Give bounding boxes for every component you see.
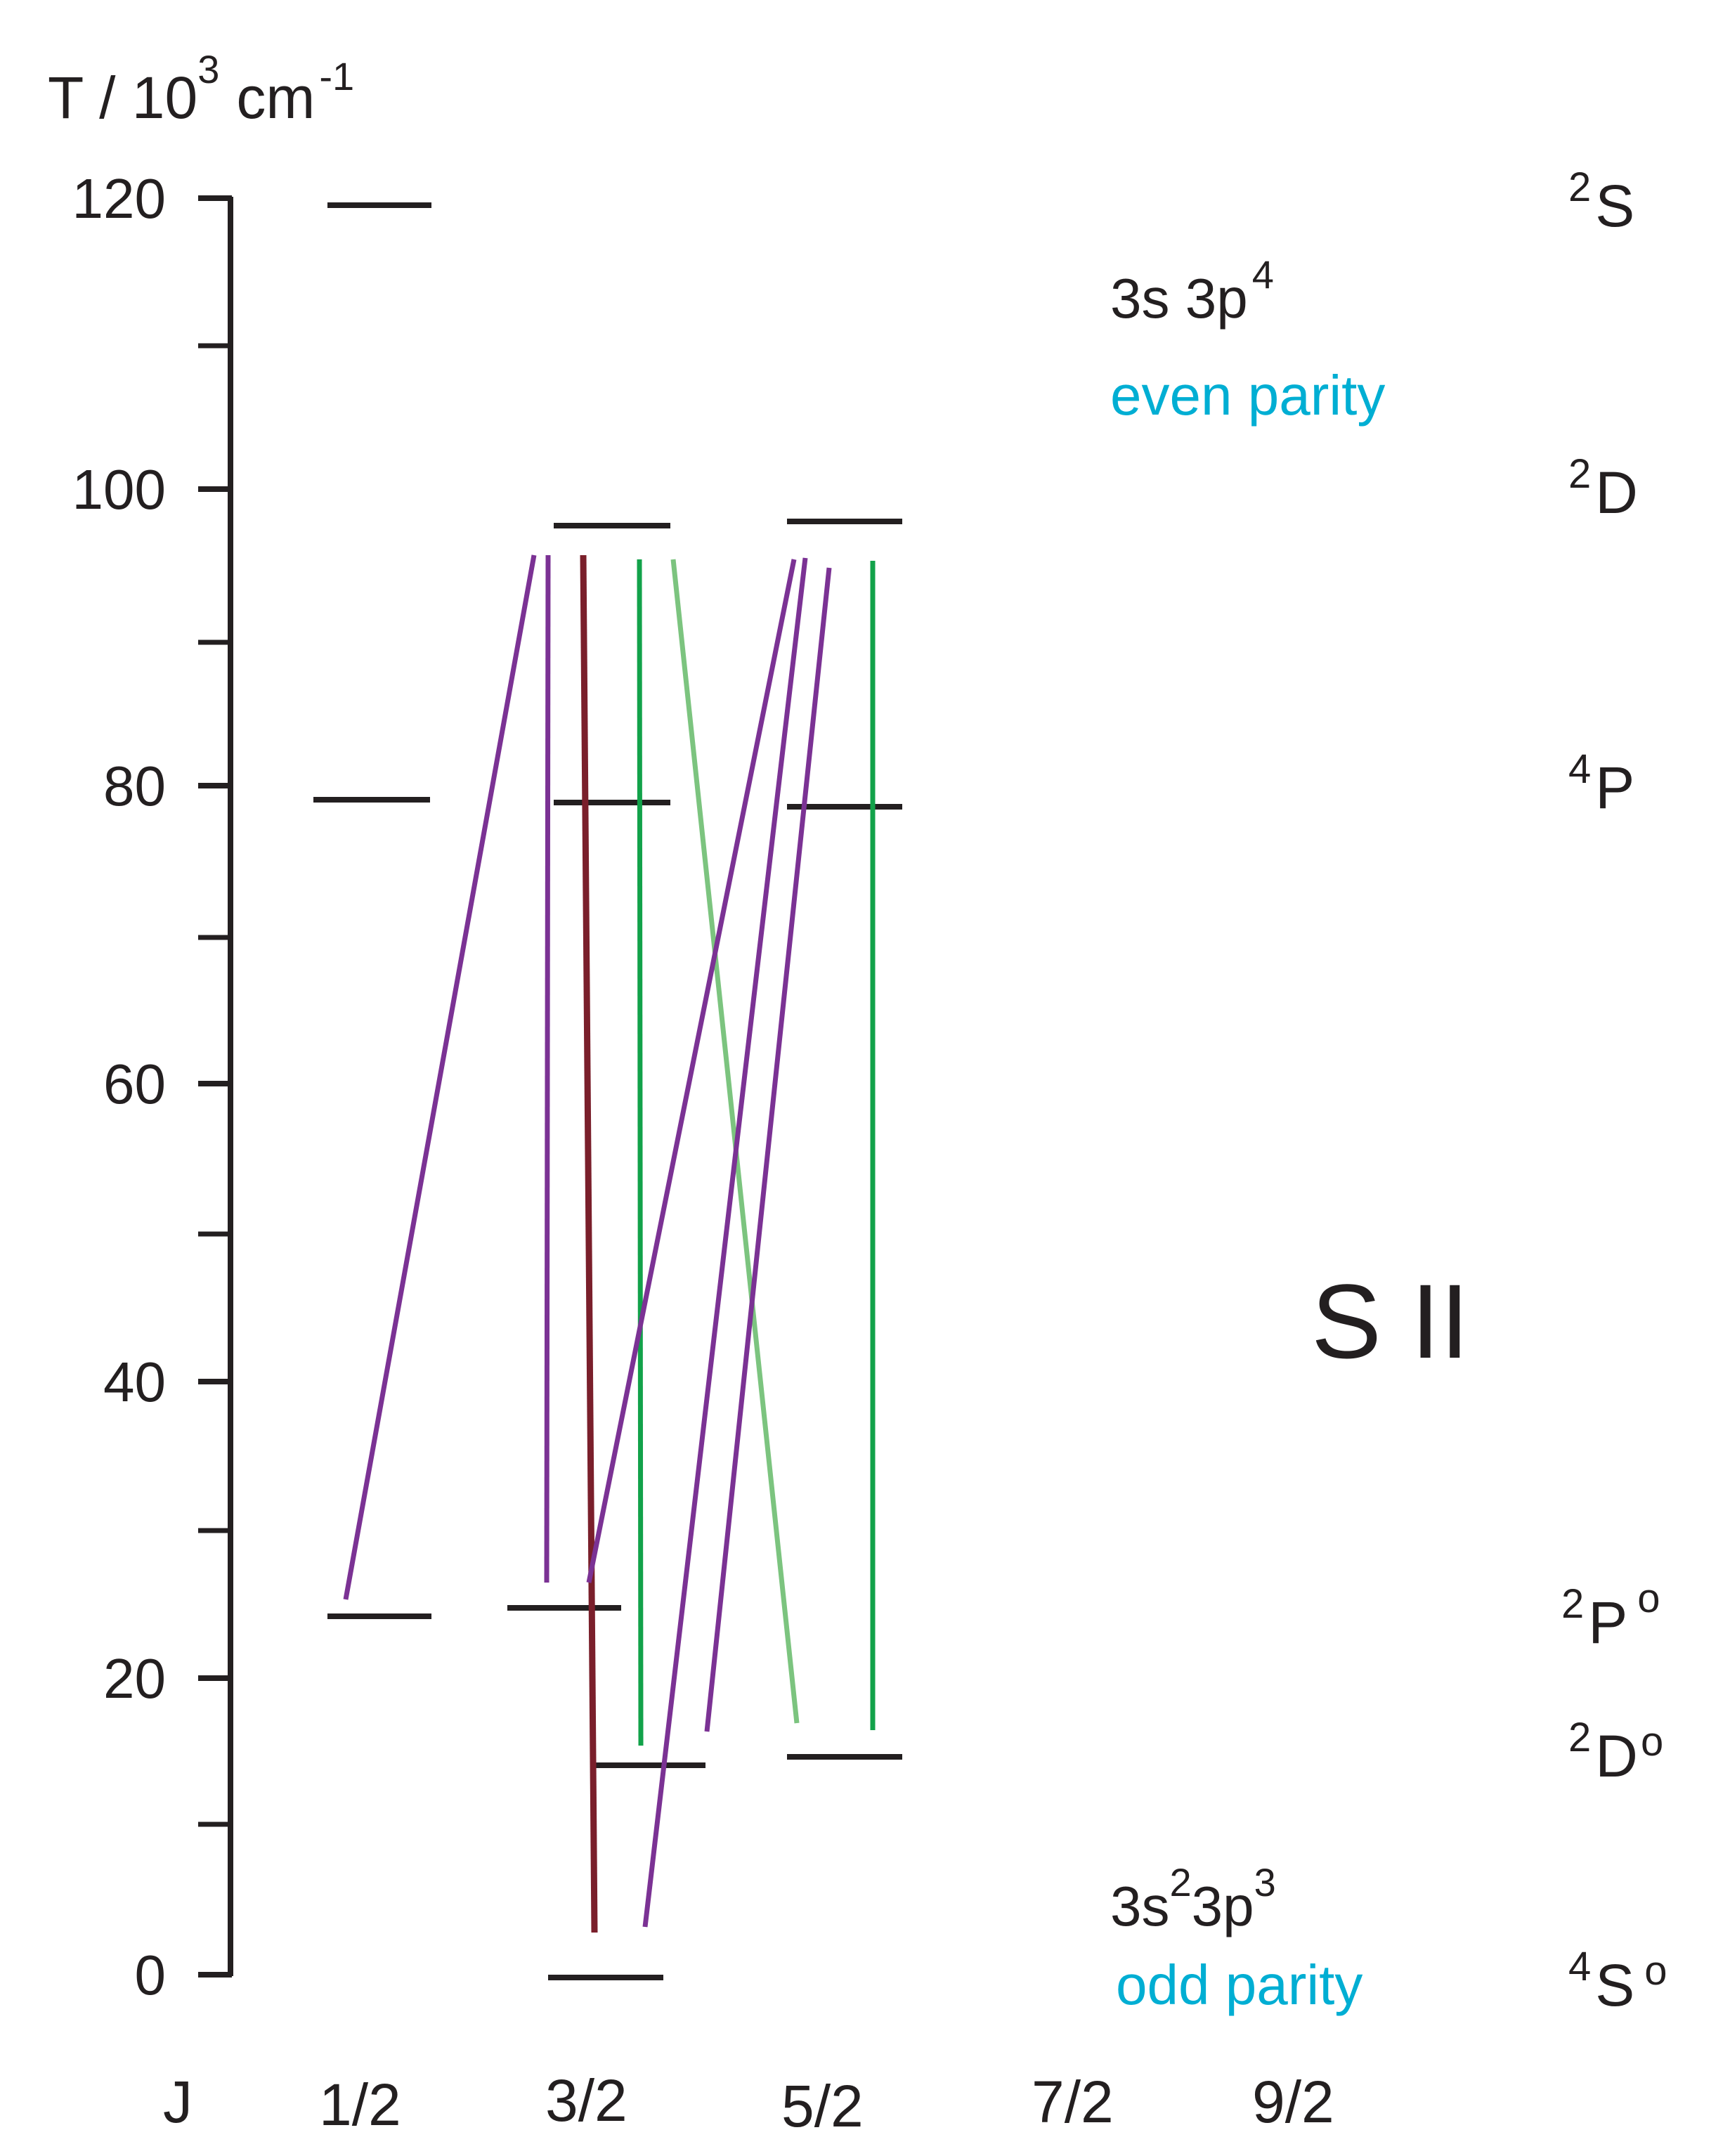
ion-label: S II bbox=[1311, 1262, 1469, 1380]
tick-label-120: 120 bbox=[72, 167, 166, 230]
j-value-9-2: 9/2 bbox=[1252, 2069, 1334, 2135]
axis-title-exp: 3 bbox=[197, 47, 219, 91]
y-tick-labels: 0 20 40 60 80 100 120 bbox=[72, 167, 166, 2006]
tick-label-60: 60 bbox=[103, 1053, 166, 1115]
term-2Po: 2P o bbox=[1561, 1576, 1660, 1656]
j-value-1-2: 1/2 bbox=[319, 2072, 401, 2138]
axis-title-base: T / 10 bbox=[48, 65, 197, 131]
even-config-exp: 4 bbox=[1252, 252, 1274, 297]
odd-config-exp2: 3 bbox=[1254, 1860, 1276, 1904]
transition-purple-4 bbox=[642, 557, 808, 1928]
term-2Do: 2Do bbox=[1568, 1715, 1663, 1789]
odd-config-label: 3s23p3 bbox=[1110, 1860, 1276, 1937]
odd-parity-label: odd parity bbox=[1116, 1954, 1362, 2016]
odd-config-part1: 3s bbox=[1110, 1875, 1170, 1937]
term-4P-L: P bbox=[1595, 755, 1634, 821]
tick-label-100: 100 bbox=[72, 458, 166, 521]
term-2D-mult: 2 bbox=[1568, 451, 1591, 497]
j-value-5-2: 5/2 bbox=[781, 2073, 864, 2139]
term-2Po-odd: o bbox=[1637, 1576, 1660, 1621]
term-2S: 2S bbox=[1568, 164, 1634, 239]
term-2D-L: D bbox=[1595, 460, 1638, 526]
even-parity-label: even parity bbox=[1110, 364, 1385, 427]
term-2D: 2D bbox=[1568, 451, 1638, 526]
axis-title-unit-exp: -1 bbox=[319, 54, 354, 98]
term-4P: 4P bbox=[1568, 746, 1634, 821]
term-2Do-odd: o bbox=[1641, 1719, 1663, 1765]
transition-purple-3 bbox=[586, 559, 797, 1583]
term-4So-mult: 4 bbox=[1568, 1944, 1591, 1989]
term-2Po-L: P bbox=[1588, 1590, 1627, 1656]
term-4P-mult: 4 bbox=[1568, 746, 1591, 792]
term-4So-odd: o bbox=[1644, 1948, 1667, 1994]
tick-label-0: 0 bbox=[135, 1944, 167, 2006]
j-value-3-2: 3/2 bbox=[545, 2067, 627, 2134]
even-config-label: 3s 3p 4 bbox=[1110, 252, 1274, 330]
j-value-7-2: 7/2 bbox=[1032, 2069, 1114, 2135]
transition-purple-2 bbox=[544, 554, 551, 1583]
minor-ticks bbox=[198, 343, 230, 1827]
major-ticks bbox=[198, 195, 232, 1978]
term-4So-L: S bbox=[1595, 1952, 1634, 2018]
transition-purple-1 bbox=[343, 554, 537, 1600]
transition-darkred bbox=[580, 554, 598, 1933]
transitions bbox=[343, 554, 876, 1933]
tick-label-40: 40 bbox=[103, 1351, 166, 1413]
transition-purple-5 bbox=[704, 567, 832, 1732]
j-axis-label: J bbox=[163, 2069, 193, 2135]
transition-green-1 bbox=[637, 559, 644, 1746]
energy-levels bbox=[313, 202, 902, 1980]
term-labels: 2S 2D 4P 2P o 2Do 4S o bbox=[1561, 164, 1667, 2018]
term-2S-L: S bbox=[1595, 173, 1634, 239]
term-2Do-mult: 2 bbox=[1568, 1715, 1591, 1760]
tick-label-80: 80 bbox=[103, 755, 166, 817]
odd-config-exp1: 2 bbox=[1170, 1860, 1192, 1904]
axis-title: T / 103 cm -1 bbox=[48, 47, 354, 131]
term-2Do-L: D bbox=[1595, 1723, 1638, 1789]
tick-label-20: 20 bbox=[103, 1647, 166, 1710]
term-2S-mult: 2 bbox=[1568, 164, 1591, 210]
odd-config-part2: 3p bbox=[1192, 1875, 1254, 1937]
term-4So: 4S o bbox=[1568, 1944, 1667, 2018]
j-axis: J 1/2 3/2 5/2 7/2 9/2 bbox=[163, 2067, 1334, 2139]
term-2Po-mult: 2 bbox=[1561, 1581, 1584, 1627]
axis-title-unit: cm bbox=[236, 65, 315, 131]
even-config-text: 3s 3p bbox=[1110, 267, 1248, 330]
